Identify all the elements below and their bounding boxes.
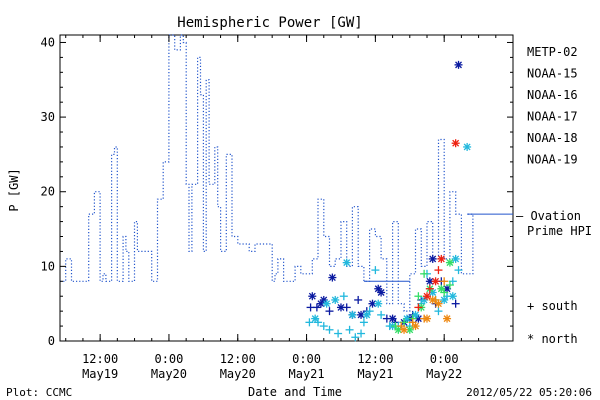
legend-entry-noaa-16: NOAA-16	[527, 88, 578, 102]
south-marker	[351, 333, 360, 342]
x-tick-time-label: 12:00	[357, 352, 393, 366]
north-marker	[374, 299, 383, 308]
north-marker	[328, 273, 337, 282]
south-marker	[345, 325, 354, 334]
north-marker	[336, 303, 345, 312]
x-tick-date-label: May19	[82, 367, 118, 381]
x-axis: 12:00May190:00May2012:00May200:00May2112…	[65, 35, 514, 381]
y-tick-label: 10	[41, 259, 55, 273]
legend-entry-metp-02: METP-02	[527, 45, 578, 59]
x-tick-date-label: May22	[426, 367, 462, 381]
south-marker	[319, 322, 328, 331]
north-marker	[440, 295, 449, 304]
north-marker	[443, 314, 452, 323]
x-tick-time-label: 0:00	[292, 352, 321, 366]
legend: METP-02 NOAA-15 NOAA-16 NOAA-17 NOAA-18 NOAA-…	[516, 45, 592, 346]
timestamp: 2012/05/22 05:20:06	[466, 386, 592, 399]
x-tick-time-label: 0:00	[430, 352, 459, 366]
chart-title: Hemispheric Power [GW]	[177, 15, 362, 31]
north-marker	[311, 314, 320, 323]
legend-entry-noaa-17: NOAA-17	[527, 110, 578, 124]
north-marker	[463, 142, 472, 151]
north-marker	[322, 299, 331, 308]
plot-credit: Plot: CCMC	[6, 386, 72, 399]
y-axis: 0 10 20 30 40	[41, 35, 513, 348]
north-marker	[422, 292, 431, 301]
legend-entry-noaa-15: NOAA-15	[527, 67, 578, 81]
north-marker	[445, 258, 454, 267]
north-marker	[342, 258, 351, 267]
south-marker	[305, 318, 314, 327]
north-marker	[434, 299, 443, 308]
y-tick-label: 30	[41, 110, 55, 124]
north-marker	[377, 288, 386, 297]
legend-ovation-line1: — Ovation	[516, 209, 581, 223]
north-marker	[362, 310, 371, 319]
south-marker	[445, 281, 454, 290]
y-axis-label: P [GW]	[7, 168, 21, 211]
south-marker	[434, 307, 443, 316]
south-marker	[357, 329, 366, 338]
plot-area	[59, 34, 514, 342]
south-marker	[454, 266, 463, 275]
north-marker	[448, 292, 457, 301]
south-marker	[414, 292, 423, 301]
south-marker	[371, 266, 380, 275]
y-tick-label: 20	[41, 185, 55, 199]
x-tick-time-label: 12:00	[82, 352, 118, 366]
legend-entry-noaa-18: NOAA-18	[527, 131, 578, 145]
y-tick-label: 40	[41, 35, 55, 49]
north-marker	[431, 277, 440, 286]
x-tick-date-label: May20	[220, 367, 256, 381]
north-marker	[388, 314, 397, 323]
south-marker	[325, 325, 334, 334]
north-marker	[437, 284, 446, 293]
x-tick-time-label: 12:00	[220, 352, 256, 366]
south-marker	[425, 284, 434, 293]
south-marker	[334, 329, 343, 338]
north-marker	[422, 314, 431, 323]
south-marker	[325, 307, 334, 316]
ovation-hpi-line	[60, 34, 474, 312]
x-tick-time-label: 0:00	[154, 352, 183, 366]
x-tick-date-label: May20	[151, 367, 187, 381]
north-marker	[308, 292, 317, 301]
legend-entry-noaa-19: NOAA-19	[527, 153, 578, 167]
north-marker	[451, 254, 460, 263]
south-marker	[354, 295, 363, 304]
north-marker	[437, 254, 446, 263]
north-marker	[428, 254, 437, 263]
x-axis-label: Date and Time	[248, 385, 342, 399]
north-marker	[451, 139, 460, 148]
south-marker	[414, 303, 423, 312]
plot-frame	[59, 34, 514, 342]
legend-south-marker: + south	[527, 299, 578, 313]
x-tick-date-label: May21	[289, 367, 325, 381]
north-marker	[331, 295, 340, 304]
south-marker	[312, 303, 321, 312]
south-marker	[359, 318, 368, 327]
y-tick-label: 0	[48, 334, 55, 348]
south-marker	[339, 292, 348, 301]
north-marker	[428, 295, 437, 304]
south-marker	[377, 310, 386, 319]
south-marker	[420, 269, 429, 278]
south-marker	[440, 277, 449, 286]
south-marker	[434, 266, 443, 275]
north-marker	[411, 322, 420, 331]
legend-ovation-line2: Prime HPI	[527, 224, 592, 238]
north-marker	[348, 310, 357, 319]
south-marker	[451, 299, 460, 308]
x-tick-date-label: May21	[357, 367, 393, 381]
legend-north-marker: * north	[527, 332, 578, 346]
north-marker	[454, 60, 463, 69]
north-marker	[400, 325, 409, 334]
